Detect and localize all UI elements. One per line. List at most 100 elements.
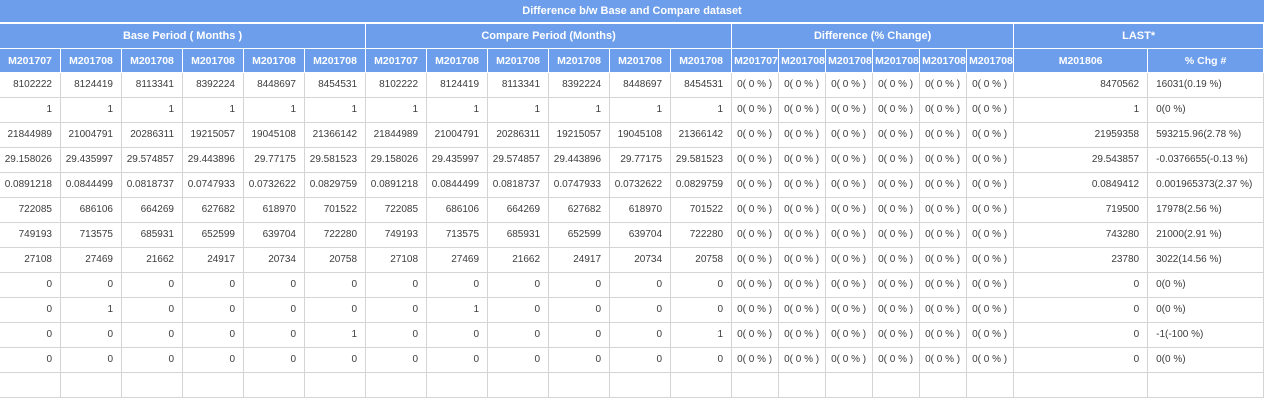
cell: 29.77175 [610,148,672,173]
cell: 1 [61,298,122,323]
cell [826,373,874,398]
cell: 24917 [183,248,244,273]
cell: 19045108 [610,123,672,148]
cell: 0( 0 % ) [920,98,968,123]
cell: 21366142 [671,123,733,148]
cell: 0( 0 % ) [920,173,968,198]
cell: 29.574857 [488,148,550,173]
cell: 0 [305,348,367,373]
cell: 29.435997 [61,148,122,173]
cell [1014,373,1149,398]
cell: 8454531 [671,73,733,98]
column-header: M201708 [122,49,183,73]
cell: 29.581523 [671,148,733,173]
group-header-base-period: Base Period ( Months ) [0,24,367,49]
cell [920,373,968,398]
cell: 0 [1014,273,1149,298]
cell: 0 [488,298,550,323]
cell: 593215.96(2.78 %) [1148,123,1264,148]
table-row: 0 0 0 0 0 0 0 0 0 0 0 0 0( 0 % ) 0( 0 % ) 0( 0 % ) 0( 0… [0,348,1264,373]
cell: 618970 [610,198,672,223]
cell: 685931 [122,223,183,248]
cell: 0 [488,273,550,298]
cell: 0 [1014,348,1149,373]
cell: 0( 0 % ) [967,248,1015,273]
cell: 29.581523 [305,148,367,173]
cell: 24917 [549,248,611,273]
cell: 0( 0 % ) [920,198,968,223]
cell [0,373,61,398]
cell: 0( 0 % ) [873,248,921,273]
cell: 0( 0 % ) [826,248,874,273]
cell: 0( 0 % ) [826,98,874,123]
cell: 8448697 [610,73,672,98]
cell: 0( 0 % ) [826,298,874,323]
group-header-last: LAST* [1014,24,1264,49]
cell: 1 [183,98,244,123]
column-header: M201708 [61,49,122,73]
cell: 0 [366,273,428,298]
cell: 0( 0 % ) [779,323,827,348]
cell: 1 [305,323,367,348]
cell: 0 [0,323,61,348]
cell: 29.443896 [549,148,611,173]
comparison-table: Base Period ( Months ) Compare Period (M… [0,24,1264,398]
cell: 1 [610,98,672,123]
table-row: 1 1 1 1 1 1 1 1 1 1 1 1 0( 0 % ) 0( 0 % ) 0( 0 % ) 0( 0… [0,98,1264,123]
cell: 29.77175 [244,148,305,173]
cell: 0( 0 % ) [826,123,874,148]
cell: 0( 0 % ) [779,273,827,298]
cell: 0( 0 % ) [732,198,780,223]
cell: 0( 0 % ) [920,348,968,373]
cell: 23780 [1014,248,1149,273]
cell: 1 [1014,98,1149,123]
cell: 722085 [0,198,61,223]
cell: 0 [610,348,672,373]
table-row: 27108 27469 21662 24917 20734 20758 27108 27469… [0,248,1264,273]
cell: -0.0376655(-0.13 %) [1148,148,1264,173]
cell: 29.158026 [0,148,61,173]
cell: 0( 0 % ) [779,123,827,148]
cell [1148,373,1264,398]
cell: 685931 [488,223,550,248]
cell: 0 [183,323,244,348]
cell: 0 [122,273,183,298]
cell: 713575 [61,223,122,248]
group-header-compare-period: Compare Period (Months) [366,24,733,49]
cell: 1 [0,98,61,123]
cell: 0.0891218 [0,173,61,198]
cell: 0( 0 % ) [732,273,780,298]
cell: 0( 0 % ) [826,323,874,348]
table-row: 0 0 0 0 0 0 0 0 0 0 0 0 0( 0 % ) 0( 0 % ) 0( 0 % ) 0( 0… [0,273,1264,298]
cell: 652599 [549,223,611,248]
cell: 701522 [305,198,367,223]
cell: 722280 [671,223,733,248]
cell: 1 [671,98,733,123]
cell [610,373,672,398]
cell: 29.443896 [183,148,244,173]
cell: 0 [671,273,733,298]
cell: 27469 [61,248,122,273]
cell: 0 [549,323,611,348]
cell: 0 [549,273,611,298]
cell: 0( 0 % ) [873,148,921,173]
cell: 652599 [183,223,244,248]
cell: 0 [549,348,611,373]
cell: 20758 [305,248,367,273]
column-header: M201708 [244,49,305,73]
cell: 0( 0 % ) [967,273,1015,298]
cell: 0.0747933 [549,173,611,198]
cell: 0( 0 % ) [920,248,968,273]
cell: 0( 0 % ) [779,248,827,273]
cell: 0( 0 % ) [873,173,921,198]
cell: 1 [122,98,183,123]
cell: 0( 0 % ) [732,123,780,148]
cell [427,373,489,398]
cell: 0( 0 % ) [967,73,1015,98]
cell: 0.0829759 [305,173,367,198]
cell: 0 [610,298,672,323]
cell: 0( 0 % ) [732,223,780,248]
cell: 664269 [122,198,183,223]
column-header: M201708 [671,49,733,73]
cell: 1 [366,98,428,123]
